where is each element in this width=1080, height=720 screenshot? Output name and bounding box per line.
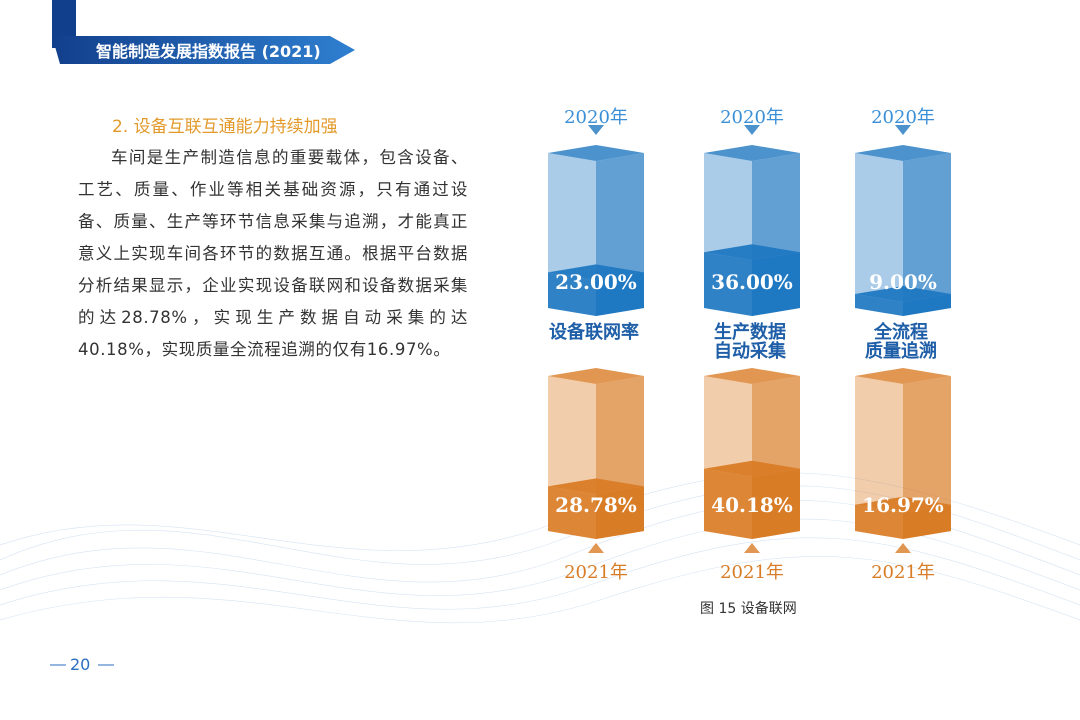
year-label: 2020年 [871,107,935,128]
fill-right [752,468,800,539]
year-arrow [895,125,911,135]
year-arrow [744,125,760,135]
year-arrow [895,543,911,553]
value-label: 28.78% [555,493,637,517]
fill-left [855,504,903,539]
box-top [704,368,800,384]
fill-top [704,460,800,477]
value-label: 9.00% [869,270,937,294]
fill-level [855,286,951,316]
year-label: 2021年 [720,562,784,583]
box-top [548,368,644,384]
year-arrow [588,125,604,135]
year-arrow [744,543,760,553]
box-right [903,153,951,316]
box-top [548,145,644,161]
fill-level [704,460,800,539]
fill-level [855,496,951,539]
header-title: 智能制造发展指数报告 (2021) [96,42,321,61]
fill-right [596,272,644,316]
header-arrow [52,36,355,64]
fill-left [548,272,596,316]
fill-top [855,286,951,303]
fill-top [855,496,951,513]
fill-top [548,478,644,495]
page-number: 20 [70,655,91,674]
year-label: 2021年 [871,562,935,583]
box-top [855,368,951,384]
figure-caption: 图 15 设备联网 [700,601,797,617]
fill-left [855,294,903,316]
value-label: 16.97% [862,493,944,517]
section-heading: 2. 设备互联互通能力持续加强 [112,117,338,137]
fill-left [704,252,752,316]
value-label: 36.00% [711,270,793,294]
fill-top [548,264,644,281]
box-left [855,153,903,316]
category-label: 生产数据 自动采集 [714,322,786,362]
year-arrow [588,543,604,553]
paragraph: 车间是生产制造信息的重要载体，包含设备、工艺、质量、作业等相关基础资源，只有通过… [78,148,468,359]
fill-level [548,478,644,539]
fill-left [548,486,596,539]
value-label: 40.18% [711,493,793,517]
fill-level [704,244,800,316]
fill-left [704,468,752,539]
box-left [855,376,903,539]
fill-top [704,244,800,261]
category-label: 设备联网率 [549,322,639,343]
box-top [855,145,951,161]
fill-level [548,264,644,316]
box-top [704,145,800,161]
year-label: 2020年 [564,107,628,128]
fill-right [752,252,800,316]
category-label: 全流程 质量追溯 [865,322,937,362]
fill-right [903,504,951,539]
year-label: 2020年 [720,107,784,128]
box-right [903,376,951,539]
year-label: 2021年 [564,562,628,583]
fill-right [596,486,644,539]
value-label: 23.00% [555,270,637,294]
fill-right [903,294,951,316]
